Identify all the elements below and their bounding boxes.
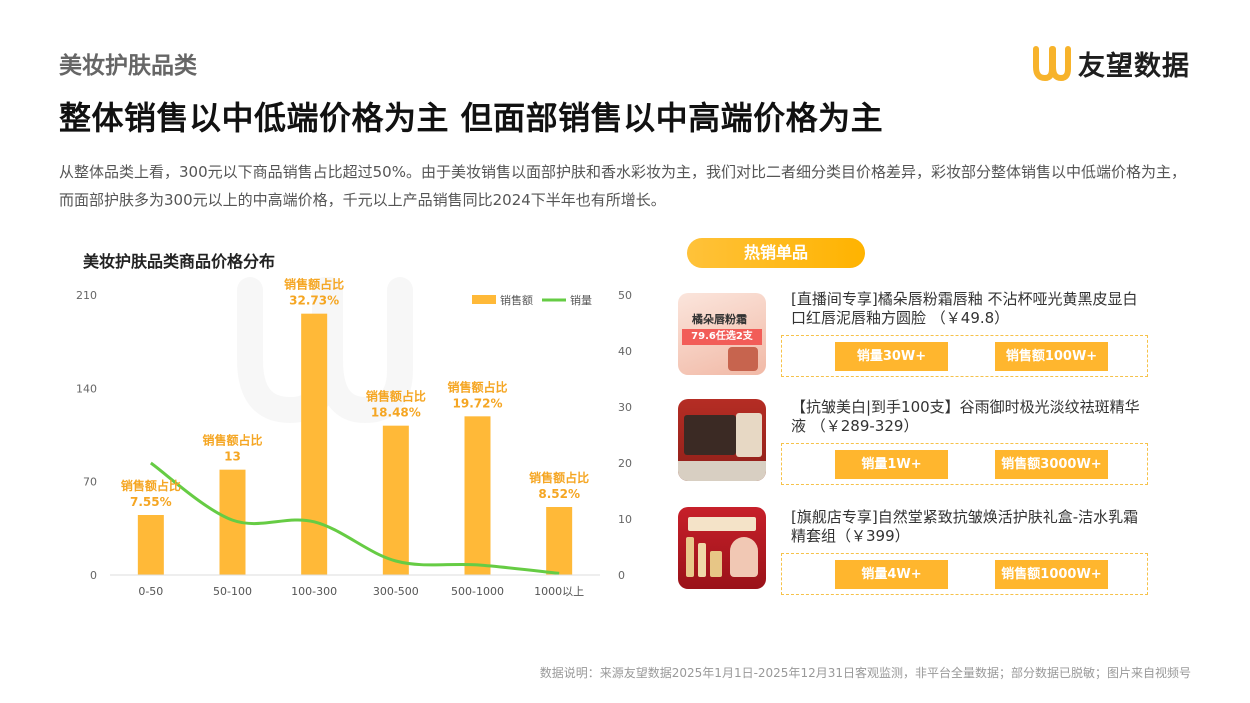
data-label-value: 18.48% — [371, 406, 421, 420]
product-thumbnail[interactable] — [678, 399, 766, 481]
bar-0-50 — [137, 515, 164, 575]
right-axis-tick-label: 50 — [618, 289, 632, 302]
x-axis-tick-label: 0-50 — [138, 585, 163, 598]
data-label-title: 销售额占比 — [366, 389, 426, 404]
data-label-title: 销售额占比 — [121, 478, 181, 493]
volume-badge: 销量30W+ — [835, 342, 948, 371]
left-axis-tick-label: 0 — [90, 569, 97, 582]
serum-bottle-image — [736, 413, 762, 457]
bar-500-1000 — [464, 416, 491, 575]
right-axis-tick-label: 40 — [618, 345, 632, 358]
data-source-note: 数据说明：来源友望数据2025年1月1日-2025年12月31日客观监测，非平台… — [539, 666, 1191, 680]
product-stats: 销量4W+ 销售额1000W+ — [781, 553, 1148, 595]
serum-box-image — [684, 415, 736, 455]
product-name[interactable]: [直播间专享]橘朵唇粉霜唇釉 不沾杯哑光黄黑皮显白口红唇泥唇釉方圆脸 （￥49.… — [791, 290, 1138, 327]
data-label-title: 销售额占比 — [284, 277, 344, 292]
legend-label-line: 销量 — [570, 293, 592, 307]
brand-logo: 友望数据 — [1032, 44, 1190, 83]
series-line-销量 — [149, 461, 560, 575]
bottle-image — [686, 537, 694, 577]
data-label-title: 销售额占比 — [202, 433, 262, 448]
description-text: 从整体品类上看，300元以下商品销售占比超过50%。由于美妆销售以面部护肤和香水… — [59, 163, 1186, 209]
right-axis-tick-label: 20 — [618, 457, 632, 470]
product-name[interactable]: 【抗皱美白|到手100支】谷雨御时极光淡纹祛斑精华液 （￥289-329） — [791, 398, 1140, 435]
bar-1000以上 — [546, 507, 573, 575]
right-axis-tick-label: 10 — [618, 513, 632, 526]
bar-300-500 — [382, 425, 409, 575]
revenue-badge: 销售额100W+ — [995, 342, 1108, 371]
revenue-badge: 销售额1000W+ — [995, 560, 1108, 589]
volume-badge: 销量1W+ — [835, 450, 948, 479]
data-label-value: 8.52% — [538, 487, 580, 501]
right-axis-tick-label: 0 — [618, 569, 625, 582]
volume-badge: 销量4W+ — [835, 560, 948, 589]
data-label-value: 13 — [224, 450, 241, 464]
bar-100-300 — [301, 313, 328, 575]
left-axis-tick-label: 70 — [83, 476, 97, 489]
thumb-banner — [688, 517, 756, 531]
x-axis-tick-label: 300-500 — [373, 585, 419, 598]
x-axis-tick-label: 500-1000 — [451, 585, 504, 598]
left-axis-tick-label: 210 — [76, 289, 97, 302]
product-thumbnail[interactable]: 橘朵唇粉霜 79.6任选2支 — [678, 293, 766, 375]
product-stats: 销量1W+ 销售额3000W+ — [781, 443, 1148, 485]
thumb-footer — [678, 461, 766, 481]
chart-title: 美妆护肤品类商品价格分布 — [83, 252, 276, 271]
data-label-value: 19.72% — [453, 396, 503, 410]
revenue-badge: 销售额3000W+ — [995, 450, 1108, 479]
legend-label-bar: 销售额 — [500, 293, 533, 307]
category-label: 美妆护肤品类 — [59, 53, 197, 79]
data-label-title: 销售额占比 — [529, 470, 589, 485]
x-axis-tick-label: 50-100 — [213, 585, 252, 598]
model-portrait-image — [730, 537, 758, 577]
legend-swatch-bar — [472, 295, 496, 304]
jar-image — [710, 551, 722, 577]
hot-products-badge: 热销单品 — [687, 238, 865, 268]
thumb-title: 橘朵唇粉霜 — [692, 313, 747, 326]
data-label-title: 销售额占比 — [447, 379, 507, 394]
left-axis-tick-label: 140 — [76, 382, 97, 395]
thumb-price-tag: 79.6任选2支 — [682, 329, 762, 345]
lip-product-image — [728, 347, 758, 371]
brand-logo-icon — [1033, 45, 1071, 81]
price-distribution-chart: 销售额占比 7.55% 销售额占比 13 销售额占比 32.73% 销售额占比 18.48% 销… — [76, 277, 632, 598]
brand-name: 友望数据 — [1078, 51, 1190, 82]
product-stats: 销量30W+ 销售额100W+ — [781, 335, 1148, 377]
product-name[interactable]: [旗舰店专享]自然堂紧致抗皱焕活护肤礼盒-洁水乳霜精套组（￥399） — [791, 508, 1139, 545]
right-axis-tick-label: 30 — [618, 401, 632, 414]
bottle-image — [698, 543, 706, 577]
x-axis-tick-label: 1000以上 — [534, 585, 584, 598]
page-title: 整体销售以中低端价格为主 但面部销售以中高端价格为主 — [59, 99, 884, 137]
x-axis-tick-label: 100-300 — [291, 585, 337, 598]
data-label-value: 7.55% — [130, 495, 172, 509]
product-thumbnail[interactable] — [678, 507, 766, 589]
data-label-value: 32.73% — [289, 294, 339, 308]
